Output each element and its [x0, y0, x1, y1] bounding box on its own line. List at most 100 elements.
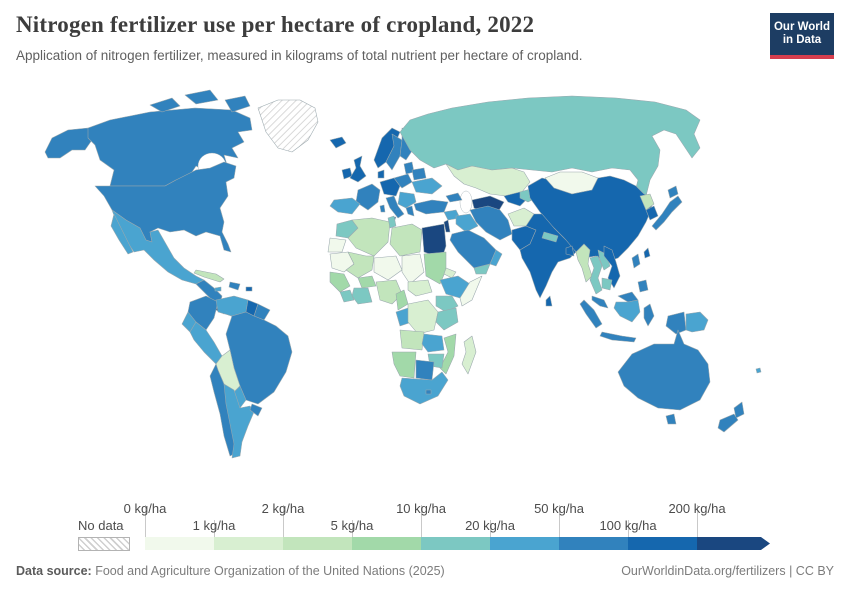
region-italy[interactable] [385, 195, 405, 219]
region-namibia[interactable] [391, 351, 417, 379]
region-myanmar[interactable] [575, 243, 593, 283]
region-dr-congo[interactable] [407, 299, 439, 335]
region-cambodia[interactable] [601, 277, 613, 291]
region-tanzania[interactable] [435, 307, 459, 331]
region-west-papua[interactable] [665, 311, 687, 335]
page-title: Nitrogen fertilizer use per hectare of c… [16, 12, 535, 37]
region-zambia[interactable] [421, 333, 445, 353]
region-south-korea[interactable] [645, 205, 659, 221]
region-lesotho[interactable] [425, 389, 432, 395]
region-arctic-island-1[interactable] [149, 97, 181, 113]
region-spain[interactable] [329, 197, 361, 215]
region-iceland[interactable] [329, 136, 347, 149]
region-mozambique[interactable] [439, 333, 457, 375]
region-malaysia[interactable] [591, 295, 609, 309]
region-mali[interactable] [345, 251, 375, 279]
region-denmark[interactable] [377, 169, 385, 179]
region-sierra-leone-liberia[interactable] [339, 289, 355, 303]
region-saudi-arabia[interactable] [449, 229, 497, 269]
region-israel[interactable] [443, 219, 451, 233]
region-philippines-mindanao[interactable] [637, 279, 649, 293]
region-botswana[interactable] [415, 359, 435, 381]
region-central-african-republic[interactable] [407, 279, 433, 297]
region-belarus[interactable] [411, 167, 427, 181]
region-sulawesi[interactable] [643, 303, 655, 327]
legend-segment-5-10[interactable] [352, 537, 421, 550]
region-yemen[interactable] [473, 263, 491, 275]
cc-by-link[interactable]: CC BY [795, 564, 834, 578]
region-taiwan[interactable] [643, 247, 651, 259]
region-mexico[interactable] [111, 209, 205, 285]
legend-segment-1-2[interactable] [214, 537, 283, 550]
region-puerto-rico[interactable] [245, 286, 253, 292]
region-argentina[interactable] [223, 383, 255, 459]
region-kazakhstan[interactable] [445, 163, 531, 197]
region-united-kingdom[interactable] [349, 155, 367, 183]
region-hispaniola[interactable] [228, 281, 241, 291]
region-cote-divoire-ghana[interactable] [351, 287, 373, 305]
region-balkans[interactable] [397, 191, 417, 209]
region-sudan[interactable] [423, 251, 447, 285]
region-france[interactable] [355, 183, 381, 211]
region-java[interactable] [599, 331, 637, 343]
region-iraq[interactable] [455, 213, 479, 233]
region-western-sahara[interactable] [327, 237, 347, 253]
region-south-africa[interactable] [399, 371, 449, 405]
region-sumatra[interactable] [579, 299, 603, 329]
region-senegal-guinea[interactable] [329, 271, 351, 293]
region-nepal[interactable] [541, 231, 559, 243]
region-oman[interactable] [489, 249, 503, 267]
legend-segment-200+[interactable] [697, 537, 770, 550]
region-germany[interactable] [379, 177, 401, 197]
region-libya[interactable] [389, 223, 423, 257]
no-data-swatch[interactable] [78, 537, 130, 551]
region-greece[interactable] [405, 205, 415, 217]
region-greenland[interactable] [257, 99, 319, 153]
region-eritrea[interactable] [443, 267, 457, 279]
region-north-korea[interactable] [639, 193, 655, 211]
region-sri-lanka[interactable] [545, 295, 553, 307]
region-burkina-faso[interactable] [357, 275, 377, 289]
region-ukraine[interactable] [411, 177, 443, 195]
region-arctic-island-2[interactable] [184, 89, 219, 105]
region-fiji[interactable] [755, 367, 762, 374]
region-cameroon[interactable] [395, 289, 409, 311]
region-arctic-island-3[interactable] [224, 95, 251, 113]
footer-url-link[interactable]: OurWorldinData.org/fertilizers [621, 564, 786, 578]
region-vietnam[interactable] [603, 245, 621, 289]
region-niger[interactable] [373, 255, 403, 281]
owid-logo[interactable]: Our World in Data [770, 13, 834, 59]
region-alaska[interactable] [44, 127, 93, 159]
legend-segment-10-20[interactable] [421, 537, 490, 550]
region-brazil[interactable] [225, 311, 293, 405]
legend-segment-50-100[interactable] [559, 537, 628, 550]
region-new-zealand-north[interactable] [733, 401, 745, 419]
region-chad[interactable] [401, 253, 425, 285]
region-tasmania[interactable] [665, 413, 677, 425]
region-thailand[interactable] [589, 255, 603, 295]
legend-segment-2-5[interactable] [283, 537, 352, 550]
region-new-zealand-south[interactable] [717, 413, 739, 433]
region-angola[interactable] [399, 329, 425, 351]
region-poland[interactable] [393, 173, 413, 189]
region-philippines-luzon[interactable] [631, 253, 641, 269]
legend-segment-100-200[interactable] [628, 537, 697, 550]
legend-segment-0-1[interactable] [145, 537, 214, 550]
region-baja-california[interactable] [110, 213, 134, 255]
region-jamaica[interactable] [214, 286, 222, 292]
region-turkey[interactable] [413, 199, 449, 215]
region-madagascar[interactable] [461, 335, 477, 375]
region-borneo-indonesia[interactable] [613, 299, 641, 323]
region-japan-honshu[interactable] [651, 195, 683, 231]
region-somalia[interactable] [459, 275, 483, 307]
region-caucasus[interactable] [445, 192, 463, 203]
region-cuba[interactable] [193, 269, 225, 283]
region-tunisia[interactable] [387, 215, 397, 229]
region-uruguay[interactable] [249, 403, 263, 417]
region-japan-hokkaido[interactable] [667, 185, 679, 199]
legend-segment-20-50[interactable] [490, 537, 559, 550]
region-australia[interactable] [617, 329, 711, 411]
region-bangladesh[interactable] [565, 245, 575, 257]
region-sardinia[interactable] [379, 204, 386, 213]
region-papua-new-guinea[interactable] [685, 311, 709, 333]
